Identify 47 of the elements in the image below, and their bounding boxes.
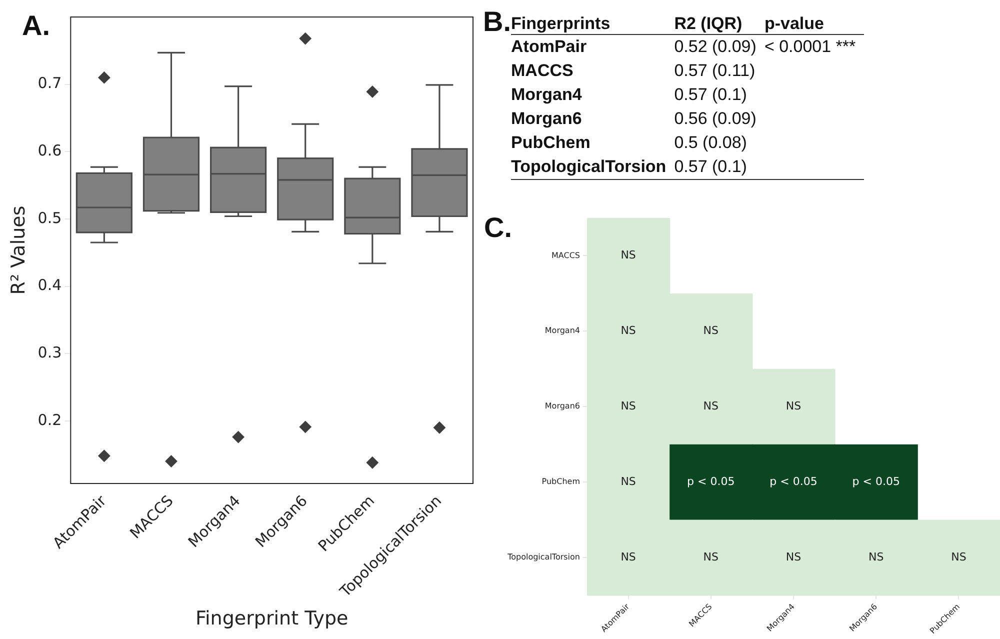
text: 0.5 (0.08) [674,133,747,152]
category-label: AtomPair [511,37,587,56]
category-label: Morgan4 [511,85,582,104]
text: NS [703,324,719,338]
y-tick-label: 0.5 [38,208,62,227]
category-label: Morgan4 [544,326,580,336]
text: < 0.0001 *** [764,37,856,56]
text: 0.57 (0.1) [674,85,747,104]
category-label: Morgan6 [511,109,582,128]
text: NS [620,248,636,262]
text: 0.57 (0.1) [674,157,747,176]
text: 0.56 (0.09) [674,109,756,128]
category-label: TopologicalTorsion [511,157,666,176]
text: NS [620,399,636,412]
text: NS [620,550,636,564]
text: Fingerprints [511,14,674,34]
text: NS [951,550,966,564]
category-label: MACCS [552,250,580,260]
category-label: R2 (IQR) [674,14,764,34]
text: NS [786,550,802,564]
y-tick-label: 0.3 [38,343,62,362]
text: C. [484,212,512,244]
y-axis-title: R² Values [7,206,30,295]
category-label: PubChem [511,133,590,152]
text: NS [703,399,719,412]
category-label: PubChem [542,477,580,486]
text: 0.57 (0.11) [674,61,756,80]
x-axis-title: Fingerprint Type [195,608,348,630]
text: NS [620,474,636,488]
text: NS [786,399,802,412]
y-tick-label: 0.4 [38,276,62,294]
category-label: TopologicalTorsion [508,552,580,562]
category-label: p-value [764,14,864,34]
text: p < 0.05 [852,474,900,488]
text: NS [868,550,884,564]
y-tick-label: 0.6 [38,142,62,160]
text: NS [703,550,719,564]
text: NS [620,324,636,338]
y-tick-label: 0.7 [38,74,62,92]
chart-title: A. [22,10,50,42]
text: B. [483,6,511,38]
text: 0.52 (0.09) [674,37,756,56]
y-tick-label: 0.2 [38,410,62,429]
category-label: Morgan6 [544,402,580,411]
category-label: MACCS [511,61,574,80]
text: p < 0.05 [687,474,735,488]
text: p < 0.05 [770,474,818,488]
